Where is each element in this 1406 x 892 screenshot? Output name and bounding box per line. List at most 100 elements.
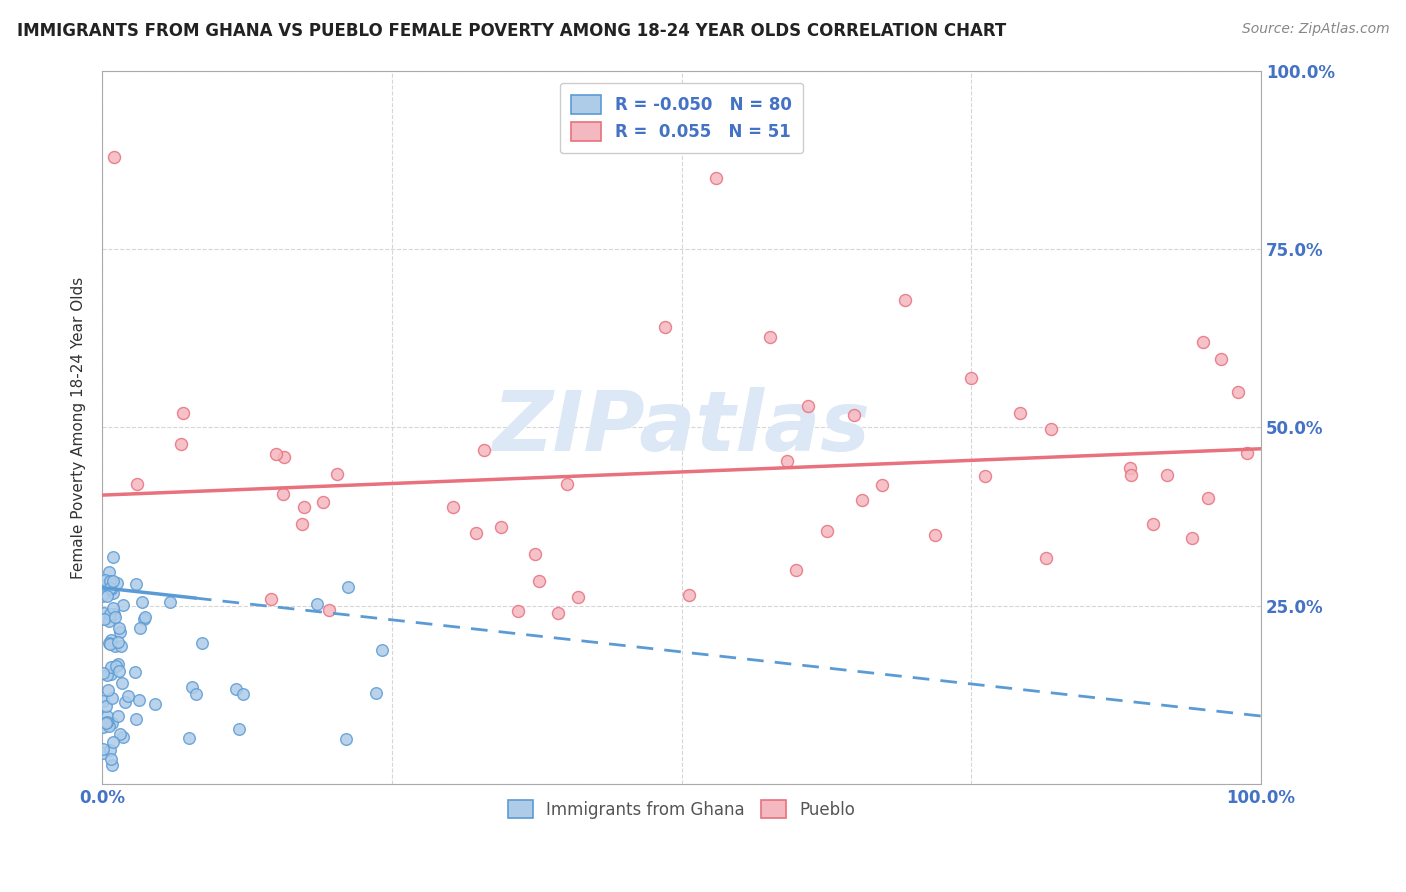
Point xyxy=(159,594,181,608)
Point xyxy=(96,577,118,591)
Point xyxy=(105,659,128,673)
Point xyxy=(797,399,820,413)
Point xyxy=(97,636,120,650)
Point xyxy=(894,293,917,307)
Point xyxy=(101,716,124,731)
Point xyxy=(98,743,121,757)
Point xyxy=(441,500,464,515)
Point xyxy=(776,454,799,468)
Point xyxy=(107,709,129,723)
Point xyxy=(294,500,316,514)
Point xyxy=(172,406,194,420)
Point xyxy=(842,408,865,422)
Point xyxy=(134,610,156,624)
Point xyxy=(110,640,132,654)
Point xyxy=(100,632,122,647)
Point xyxy=(228,722,250,736)
Point xyxy=(129,621,152,635)
Point xyxy=(271,486,294,500)
Point xyxy=(143,697,166,711)
Point xyxy=(336,580,359,594)
Point xyxy=(524,547,547,561)
Point xyxy=(232,688,254,702)
Point xyxy=(98,574,121,589)
Point xyxy=(506,604,529,618)
Point xyxy=(96,667,118,681)
Point xyxy=(101,586,124,600)
Point xyxy=(307,598,329,612)
Y-axis label: Female Poverty Among 18-24 Year Olds: Female Poverty Among 18-24 Year Olds xyxy=(72,277,86,579)
Point xyxy=(924,528,946,542)
Point xyxy=(1142,517,1164,532)
Point xyxy=(1181,531,1204,545)
Point xyxy=(371,643,394,657)
Point xyxy=(260,592,283,607)
Point xyxy=(124,665,146,679)
Point xyxy=(1040,421,1063,435)
Point xyxy=(326,467,349,481)
Point xyxy=(101,600,124,615)
Point xyxy=(101,735,124,749)
Point xyxy=(567,591,589,605)
Point xyxy=(759,330,782,344)
Point xyxy=(132,612,155,626)
Point xyxy=(94,699,117,714)
Point xyxy=(108,621,131,635)
Point xyxy=(103,150,125,164)
Point xyxy=(180,681,202,695)
Point xyxy=(555,476,578,491)
Text: IMMIGRANTS FROM GHANA VS PUEBLO FEMALE POVERTY AMONG 18-24 YEAR OLDS CORRELATION: IMMIGRANTS FROM GHANA VS PUEBLO FEMALE P… xyxy=(17,22,1007,40)
Point xyxy=(190,635,212,649)
Point xyxy=(529,574,551,588)
Point xyxy=(100,660,122,674)
Point xyxy=(110,676,132,690)
Point xyxy=(186,687,208,701)
Point xyxy=(1197,491,1219,505)
Point xyxy=(100,752,122,766)
Point xyxy=(1010,407,1032,421)
Point xyxy=(96,714,118,729)
Point xyxy=(105,575,128,590)
Point xyxy=(179,731,201,746)
Point xyxy=(97,565,120,579)
Point xyxy=(97,682,120,697)
Point xyxy=(104,639,127,653)
Point xyxy=(100,582,122,597)
Point xyxy=(91,720,114,734)
Point xyxy=(98,581,121,595)
Point xyxy=(704,171,727,186)
Point xyxy=(94,715,117,730)
Point xyxy=(108,625,131,640)
Point xyxy=(1192,334,1215,349)
Point xyxy=(98,607,121,621)
Point xyxy=(101,758,124,772)
Point xyxy=(785,564,807,578)
Point xyxy=(96,709,118,723)
Point xyxy=(335,732,357,747)
Point xyxy=(107,664,129,678)
Point xyxy=(128,693,150,707)
Point xyxy=(91,746,114,760)
Point xyxy=(97,719,120,733)
Point xyxy=(489,520,512,534)
Point xyxy=(465,526,488,541)
Point xyxy=(960,371,983,385)
Point xyxy=(114,695,136,709)
Point xyxy=(117,689,139,703)
Point xyxy=(364,686,387,700)
Point xyxy=(291,517,314,532)
Point xyxy=(547,606,569,620)
Point xyxy=(107,657,129,672)
Point xyxy=(94,573,117,587)
Point xyxy=(973,468,995,483)
Point xyxy=(111,598,134,612)
Point xyxy=(104,609,127,624)
Point xyxy=(1118,461,1140,475)
Point xyxy=(108,727,131,741)
Point xyxy=(98,637,121,651)
Point xyxy=(1035,550,1057,565)
Point xyxy=(870,478,893,492)
Point xyxy=(312,495,335,509)
Point xyxy=(93,612,115,626)
Point xyxy=(91,666,114,681)
